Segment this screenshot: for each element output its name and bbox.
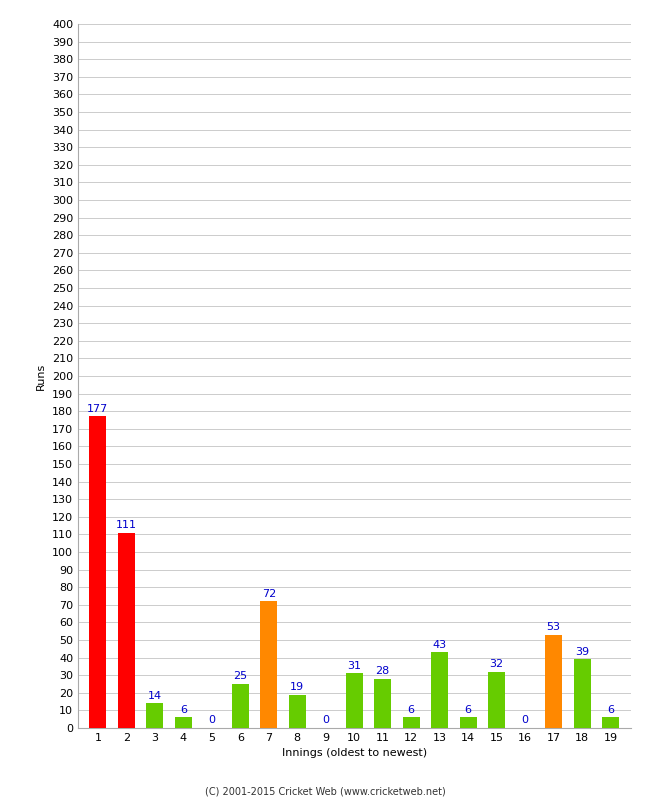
Text: 32: 32 bbox=[489, 659, 504, 669]
Text: 25: 25 bbox=[233, 671, 248, 682]
Bar bbox=[175, 718, 192, 728]
Text: 0: 0 bbox=[522, 715, 528, 726]
Bar bbox=[460, 718, 476, 728]
Bar bbox=[573, 659, 591, 728]
Text: 14: 14 bbox=[148, 690, 162, 701]
Text: 0: 0 bbox=[322, 715, 330, 726]
Text: 19: 19 bbox=[291, 682, 304, 692]
Text: 111: 111 bbox=[116, 520, 137, 530]
Text: 0: 0 bbox=[209, 715, 215, 726]
Bar bbox=[431, 652, 448, 728]
Bar bbox=[488, 672, 505, 728]
Bar bbox=[260, 602, 278, 728]
Bar bbox=[232, 684, 249, 728]
Text: 6: 6 bbox=[465, 705, 472, 715]
Bar bbox=[146, 703, 163, 728]
Bar bbox=[118, 533, 135, 728]
Text: 177: 177 bbox=[87, 404, 109, 414]
Text: 31: 31 bbox=[347, 661, 361, 670]
Bar bbox=[90, 417, 107, 728]
Text: 28: 28 bbox=[376, 666, 390, 676]
Text: 6: 6 bbox=[180, 705, 187, 715]
Bar bbox=[402, 718, 420, 728]
Text: (C) 2001-2015 Cricket Web (www.cricketweb.net): (C) 2001-2015 Cricket Web (www.cricketwe… bbox=[205, 786, 445, 796]
X-axis label: Innings (oldest to newest): Innings (oldest to newest) bbox=[281, 749, 427, 758]
Bar bbox=[289, 694, 306, 728]
Bar bbox=[374, 678, 391, 728]
Y-axis label: Runs: Runs bbox=[36, 362, 46, 390]
Text: 72: 72 bbox=[262, 589, 276, 598]
Bar bbox=[602, 718, 619, 728]
Text: 43: 43 bbox=[433, 640, 447, 650]
Text: 6: 6 bbox=[408, 705, 415, 715]
Text: 53: 53 bbox=[547, 622, 560, 632]
Text: 6: 6 bbox=[607, 705, 614, 715]
Bar bbox=[346, 674, 363, 728]
Bar bbox=[545, 634, 562, 728]
Text: 39: 39 bbox=[575, 646, 589, 657]
